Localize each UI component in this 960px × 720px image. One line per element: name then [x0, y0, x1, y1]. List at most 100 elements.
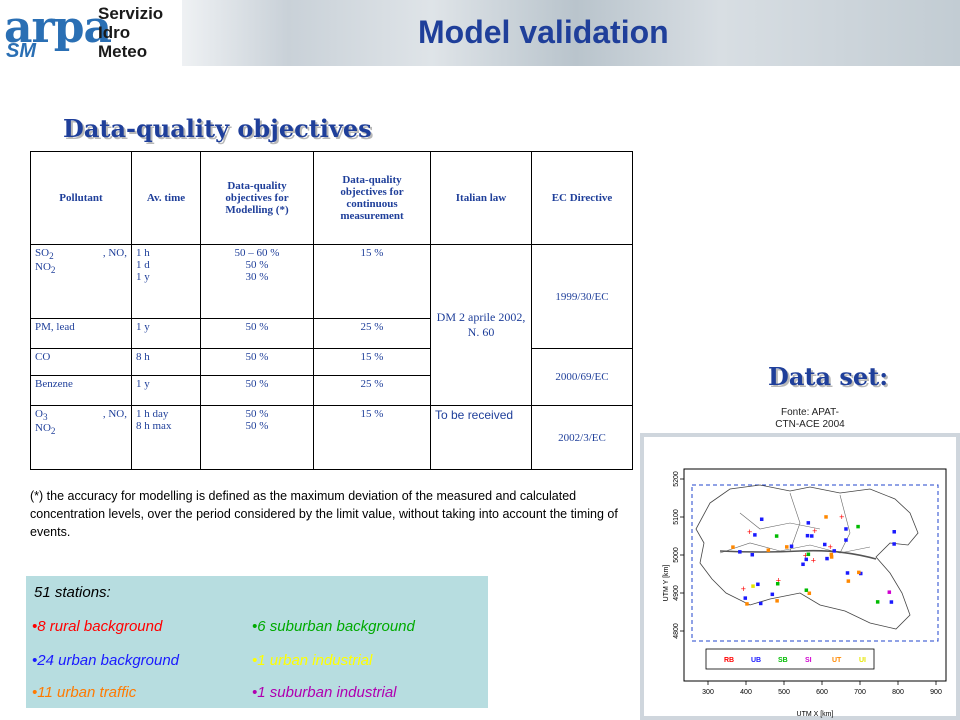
station-marker — [753, 533, 757, 537]
x-tick-label: 400 — [740, 689, 752, 696]
pollutant-text: SO — [35, 247, 50, 259]
x-tick-label: 500 — [778, 689, 790, 696]
region-outline — [695, 484, 919, 630]
domain-box — [691, 484, 939, 642]
station-marker — [844, 538, 848, 542]
dataset-title: Data set: — [768, 362, 889, 391]
station-marker — [758, 601, 763, 606]
stations-box: 51 stations: •8 rural background •24 urb… — [26, 576, 488, 708]
y-tick-label: 5100 — [673, 509, 680, 525]
modelling-cell: 50 % — [200, 318, 314, 349]
legend-items: RB UB SB SI UT UI — [724, 657, 866, 664]
column-header: Av. time — [131, 151, 201, 245]
logo-line: Servizio — [98, 4, 164, 23]
table-header-row: Pollutant Av. time Data-quality objectiv… — [30, 151, 633, 245]
station-marker — [751, 584, 755, 588]
station-marker — [743, 596, 748, 600]
station-marker — [806, 521, 811, 525]
legend-entry: SI — [805, 657, 812, 664]
column-header: Data-quality objectives for continuous m… — [313, 151, 431, 245]
river — [719, 549, 877, 560]
x-tick-label: 700 — [854, 689, 866, 696]
legend-entry: UB — [751, 657, 761, 664]
table-row: Benzene 1 y 50 % 25 % — [30, 375, 633, 406]
pollutant-cell: Benzene — [30, 375, 132, 406]
italian-law-cell: To be received — [430, 405, 532, 470]
station-marker — [789, 544, 794, 549]
station-marker — [731, 545, 735, 549]
station-marker: + — [828, 542, 833, 552]
station-marker: + — [776, 575, 781, 585]
station-marker — [785, 545, 789, 549]
pollutant-text: , NO, — [102, 408, 127, 420]
logo-brand: arpa — [4, 2, 112, 53]
legend-entry: RB — [724, 657, 734, 664]
modelling-cell: 50 % 50 % — [200, 405, 314, 470]
continuous-cell: 15 % — [313, 348, 431, 376]
table-row: CO 8 h 50 % 15 % 2000/69/EC — [30, 348, 633, 406]
station-markers: ++++++++ — [731, 512, 896, 606]
station-item: •6 suburban background — [252, 618, 415, 635]
pollutant-text: NO — [35, 261, 51, 274]
x-tick-label: 300 — [702, 689, 714, 696]
plot-area — [683, 468, 947, 682]
table-row: SO2 , NO, NO2 1 h 1 d 1 y 50 – 60 % 50 % … — [30, 244, 633, 406]
legend-entry: UI — [859, 657, 866, 664]
y-tick-label: 4800 — [673, 623, 680, 639]
page-title: Model validation — [418, 14, 669, 50]
station-marker — [770, 592, 775, 597]
avtime-cell: 1 y — [131, 318, 201, 349]
station-marker — [745, 602, 749, 606]
station-marker — [846, 579, 851, 583]
logo: arpa SM Servizio Idro Meteo — [0, 0, 182, 66]
station-marker — [889, 600, 894, 604]
modelling-cell: 50 % — [200, 375, 314, 406]
source-note: Fonte: APAT- CTN-ACE 2004 — [770, 407, 850, 431]
station-marker — [801, 562, 805, 567]
station-marker: + — [803, 551, 808, 561]
data-quality-table: Pollutant Av. time Data-quality objectiv… — [30, 151, 633, 470]
station-marker — [857, 570, 861, 575]
source-line: Fonte: APAT- — [781, 407, 839, 418]
pollutant-sub: 2 — [50, 265, 56, 276]
header-banner: arpa SM Servizio Idro Meteo Model valida… — [0, 0, 960, 66]
footnote: (*) the accuracy for modelling is define… — [30, 489, 618, 539]
pollutant-cell: O3 , NO, NO2 — [30, 405, 132, 470]
continuous-cell: 25 % — [313, 318, 431, 349]
station-marker — [756, 582, 760, 587]
station-marker — [829, 555, 834, 559]
y-axis-label: UTM Y [km] — [663, 565, 670, 602]
x-ticks: 300 400 500 600 700 800 900 — [702, 681, 942, 696]
station-marker — [887, 590, 892, 594]
modelling-value: 50 – 60 % — [234, 247, 280, 259]
pollutant-sub: 3 — [42, 412, 48, 423]
pollutant-sub: 2 — [49, 251, 54, 262]
avtime-value: 1 h day — [136, 408, 169, 420]
station-marker — [829, 552, 834, 557]
table-row: O3 , NO, NO2 1 h day 8 h max 50 % 50 % 15… — [30, 405, 633, 470]
pollutant-cell: SO2 , NO, NO2 — [30, 244, 132, 319]
continuous-cell: 25 % — [313, 375, 431, 406]
pollutant-text: NO — [35, 422, 51, 435]
station-marker — [875, 600, 880, 604]
avtime-value: 8 h max — [136, 420, 172, 432]
logo-line: Idro — [98, 23, 131, 42]
x-tick-label: 800 — [892, 689, 904, 696]
logo-text: Servizio Idro Meteo — [98, 4, 163, 61]
source-line: CTN-ACE 2004 — [775, 419, 845, 430]
station-marker — [806, 552, 811, 557]
station-marker — [856, 524, 860, 529]
map-legend — [705, 648, 875, 670]
legend-entry: UT — [832, 657, 842, 664]
modelling-value: 50 % — [245, 420, 269, 432]
station-marker — [810, 534, 814, 538]
station-marker — [775, 581, 780, 586]
y-ticks: 4800 4900 5000 5100 5200 — [673, 471, 684, 639]
x-tick-label: 600 — [816, 689, 828, 696]
station-marker — [738, 550, 742, 554]
table-row: PM, lead 1 y 50 % 25 % — [30, 318, 633, 349]
station-marker — [844, 527, 848, 531]
stations-title: 51 stations: — [34, 584, 111, 601]
logo-sub: SM — [6, 40, 36, 62]
modelling-value: 50 % — [245, 408, 269, 420]
